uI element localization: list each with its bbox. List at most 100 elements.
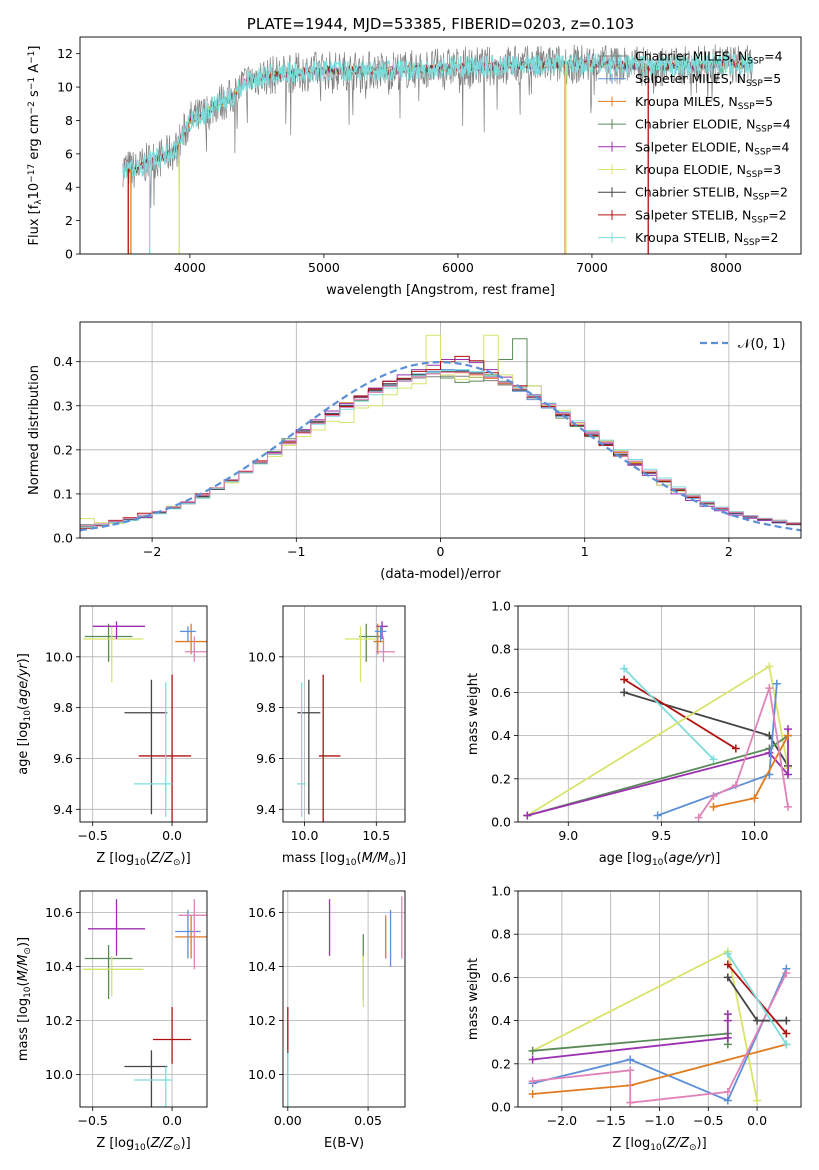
errorbar-point (175, 909, 201, 959)
y-axis-label: mass [log10(M/M⊙)] (16, 937, 33, 1061)
histogram-plot (80, 334, 801, 532)
x-tick-label: 8000 (710, 260, 742, 275)
x-tick-label: 4000 (174, 260, 206, 275)
chart-title: PLATE=1944, MJD=53385, FIBERID=0203, z=0… (247, 15, 634, 33)
legend-label: Chabrier STELIB, NSSP=2 (635, 185, 788, 203)
errorbar-point (83, 626, 144, 683)
x-tick-label: 0.05 (354, 1113, 382, 1128)
weight-series-line-3 (532, 968, 788, 1102)
y-tick-label: 0.2 (491, 1056, 511, 1071)
y-axis-label: Flux [fλ10−17 erg cm−2 s−1 A−1] (27, 46, 44, 246)
errorbar-point (84, 945, 133, 999)
y-tick-label: 0.4 (53, 354, 73, 369)
legend-label: Salpeter ELODIE, NSSP=4 (635, 139, 790, 157)
weight-series-line-8 (727, 953, 788, 1045)
weight-series-marker (782, 1040, 791, 1049)
x-axis-label: mass [log10(M/M⊙)] (282, 851, 406, 868)
x-tick-label: 10.5 (362, 828, 390, 843)
weight-series-marker (783, 770, 792, 779)
y-tick-label: 0.0 (491, 815, 511, 830)
weight-series-marker (723, 1087, 732, 1096)
errorbar-plot (83, 621, 207, 822)
legend-label: 𝒩(0, 1) (738, 337, 785, 352)
weight-series-marker (723, 960, 732, 969)
y-tick-label: 0.8 (491, 927, 511, 942)
weight-series-marker (782, 1029, 791, 1038)
weight-series-line-2 (623, 667, 715, 761)
x-axis-label: (data-model)/error (380, 567, 501, 582)
y-tick-label: 2 (65, 213, 73, 228)
legend-entry: Kroupa ELODIE, NSSP=3 (598, 162, 781, 180)
weight-plot (523, 662, 792, 822)
x-tick-label: −2.0 (547, 1113, 577, 1128)
y-tick-label: 10.0 (248, 649, 276, 664)
errorbar-point (297, 679, 321, 815)
errorbar-point (83, 955, 144, 997)
weight-series-marker (620, 688, 629, 697)
weight-series-marker (620, 675, 629, 684)
legend-label: Chabrier ELODIE, NSSP=4 (635, 117, 791, 135)
x-tick-label: −1.5 (596, 1113, 626, 1128)
axes-age_vs_Z: −0.5 0.0 9.4 9.6 9.8 10.0 Z [log10(Z/Z⊙)] age [… (16, 606, 207, 868)
y-tick-label: 9.6 (256, 751, 276, 766)
y-axis-label: age [log10(age/yr)] (16, 653, 33, 775)
spectrum-plot (122, 44, 754, 254)
weight-series-marker (626, 1098, 635, 1107)
errorbar-point (297, 682, 306, 817)
axes-frame (282, 605, 406, 823)
x-axis-label: Z [log10(Z/Z⊙)] (612, 1136, 706, 1153)
y-tick-label: 1.0 (491, 884, 511, 899)
weight-series-marker (620, 664, 629, 673)
x-axis-label: wavelength [Angstrom, rest frame] (326, 283, 555, 298)
weight-series-marker (783, 731, 792, 740)
weight-series-marker (528, 1077, 537, 1086)
y-tick-label: 9.4 (53, 802, 73, 817)
x-axis-label: Z [log10(Z/Z⊙)] (96, 1136, 190, 1153)
x-tick-label: 10.0 (291, 828, 319, 843)
axes-frame (79, 890, 208, 1108)
weight-series-marker (723, 1096, 732, 1105)
y-tick-label: 10.0 (248, 1067, 276, 1082)
weight-series-marker (528, 1046, 537, 1055)
weight-series-marker (765, 662, 774, 671)
axes-age_vs_mass: 10.0 10.5 9.4 9.6 9.8 10.0 mass [log10(M/M⊙)] (248, 606, 406, 868)
y-tick-label: 1.0 (491, 599, 511, 614)
spectrum-model-line-stelib (122, 52, 754, 179)
y-tick-label: 10.6 (45, 905, 73, 920)
errorbar-plot (297, 621, 395, 822)
legend-entry: Salpeter ELODIE, NSSP=4 (598, 139, 790, 157)
x-tick-label: 0.00 (274, 1113, 302, 1128)
errorbar-point (175, 623, 207, 655)
x-tick-label: 9.5 (651, 828, 671, 843)
errorbar-point (153, 1007, 192, 1064)
spectrum-legend: Chabrier MILES, NSSP=4 Salpeter MILES, NS… (598, 49, 791, 248)
x-tick-label: 0.0 (747, 1113, 767, 1128)
legend-entry: Chabrier ELODIE, NSSP=4 (598, 117, 791, 135)
y-tick-label: 0.0 (491, 1100, 511, 1115)
weight-series-marker (765, 684, 774, 693)
weight-series-marker (626, 1066, 635, 1075)
y-tick-label: 0 (65, 247, 73, 262)
errorbar-point (92, 621, 146, 640)
y-tick-label: 10.2 (45, 1013, 73, 1028)
weight-series-marker (723, 949, 732, 958)
weight-series-marker (723, 1016, 732, 1025)
x-tick-label: 0.0 (162, 1113, 182, 1128)
legend-label: Kroupa STELIB, NSSP=2 (635, 230, 779, 248)
x-tick-label: −0.5 (693, 1113, 723, 1128)
axes-mass_vs_EBV: 0.00 0.05 10.0 10.2 10.4 10.6 E(B-V) (248, 891, 405, 1151)
y-axis-label: mass weight (466, 958, 481, 1040)
x-tick-label: 5000 (308, 260, 340, 275)
y-axis-label: mass weight (466, 673, 481, 755)
x-tick-label: −2 (143, 544, 161, 559)
errorbar-point (138, 674, 192, 822)
errorbar-plot (83, 899, 207, 1107)
axes-weight_vs_age: 9.0 9.5 10.0 0.0 0.2 0.4 0.6 0.8 1.0 age [log10(a… (466, 599, 801, 868)
weight-series-marker (782, 969, 791, 978)
gaussian-curve (80, 360, 801, 532)
x-tick-label: 2 (725, 544, 733, 559)
y-tick-label: 4 (65, 180, 73, 195)
y-tick-label: 6 (65, 146, 73, 161)
errorbar-point (124, 1050, 168, 1107)
weight-plot (528, 947, 791, 1107)
